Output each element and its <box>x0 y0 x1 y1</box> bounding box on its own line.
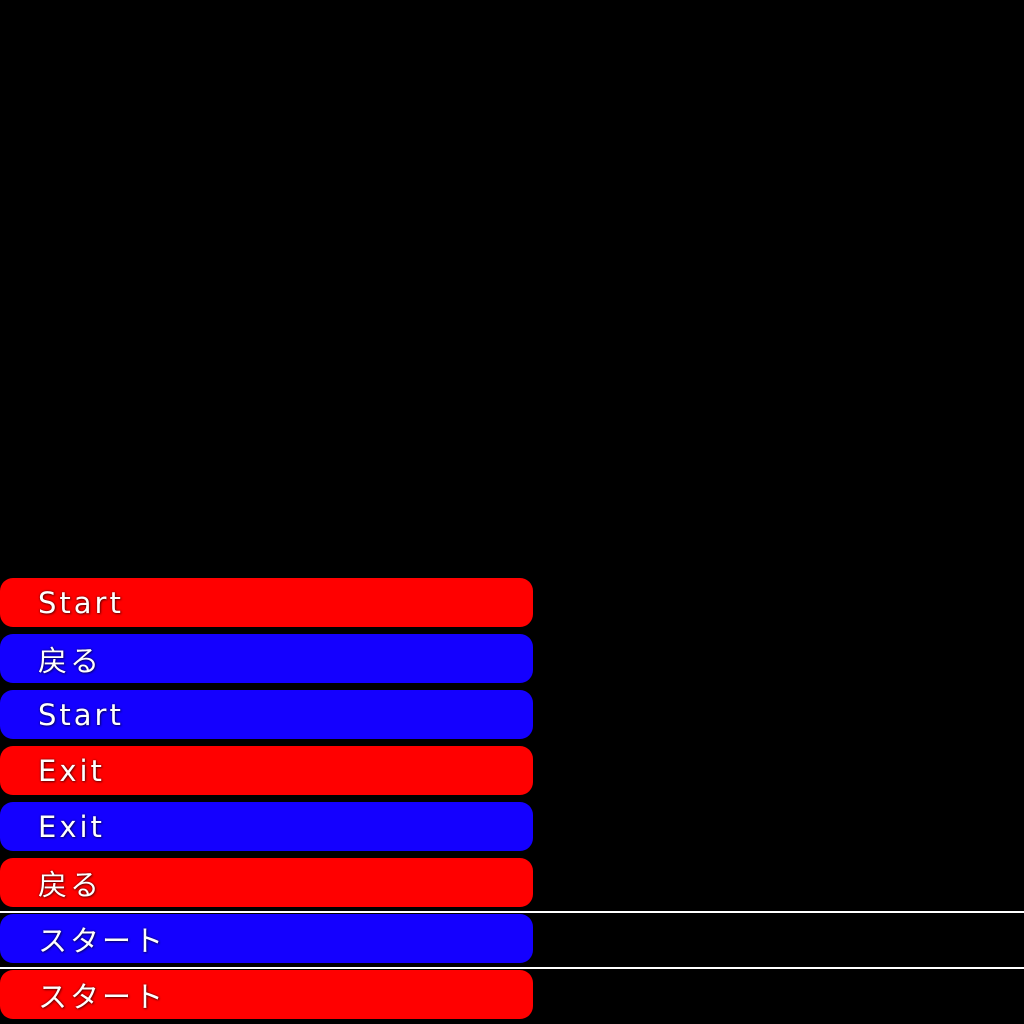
menu-button-start-red[interactable]: Start <box>0 578 533 627</box>
menu-button-label: Start <box>38 585 124 620</box>
menu-button-exit-red[interactable]: Exit <box>0 746 533 795</box>
menu-button-start-jp-red[interactable]: スタート <box>0 970 533 1019</box>
menu-button-label: 戻る <box>38 867 103 902</box>
menu-button-start-blue[interactable]: Start <box>0 690 533 739</box>
menu-button-label: 戻る <box>38 643 103 678</box>
separator-line-bottom <box>0 967 1024 969</box>
menu-button-back-blue[interactable]: 戻る <box>0 634 533 683</box>
menu-button-label: スタート <box>38 923 167 958</box>
menu-button-label: Exit <box>38 809 105 844</box>
menu-button-label: スタート <box>38 979 167 1014</box>
separator-line-top <box>0 911 1024 913</box>
menu-button-label: Start <box>38 697 124 732</box>
menu-button-back-red[interactable]: 戻る <box>0 858 533 907</box>
menu-button-start-jp-blue[interactable]: スタート <box>0 914 533 963</box>
menu-button-label: Exit <box>38 753 105 788</box>
menu-button-exit-blue[interactable]: Exit <box>0 802 533 851</box>
